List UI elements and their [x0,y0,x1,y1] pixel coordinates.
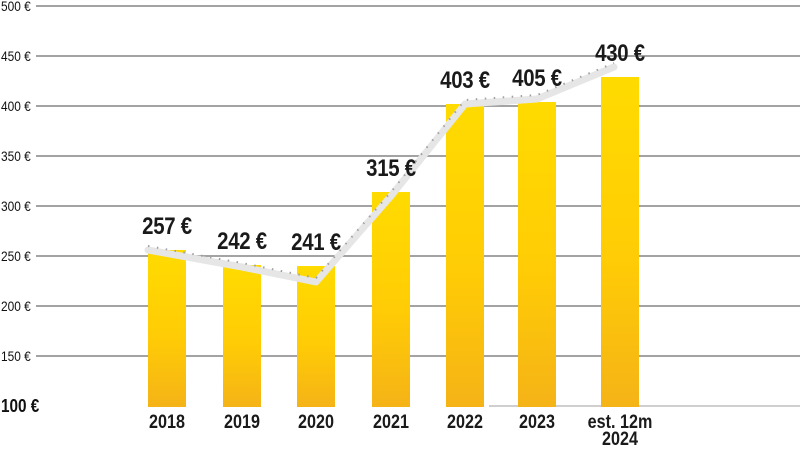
value-label-2020: 241 € [291,229,341,256]
y-axis-label-500: 500 € [1,0,31,14]
x-axis-label-est-12m-2024: est. 12m 2024 [587,412,653,450]
value-label-2018: 257 € [142,213,192,240]
y-axis-label-100: 100 € [1,396,40,416]
bar-2021 [372,192,410,407]
value-label-est-12m-2024: 430 € [595,40,645,67]
trend-line [144,63,618,286]
x-axis-label-2020: 2020 [298,412,334,433]
x-axis-label-2019: 2019 [224,412,260,433]
bar-2019 [223,265,261,407]
y-axis-label-150: 150 € [1,348,31,364]
bar-2020 [297,266,335,407]
x-axis-label-2023: 2023 [519,412,555,433]
y-axis-label-350: 350 € [1,148,31,164]
y-axis-label-200: 200 € [1,298,31,314]
x-axis-label-2021: 2021 [373,412,409,433]
bar-est-12m-2024 [601,77,639,407]
x-axis-label-2018: 2018 [149,412,185,433]
value-label-2022: 403 € [440,67,490,94]
bar-2022 [446,104,484,407]
bar-2018 [148,250,186,407]
y-axis-label-450: 450 € [1,48,31,64]
bar-2023 [518,102,556,407]
value-label-2023: 405 € [512,65,562,92]
y-axis-label-300: 300 € [1,198,31,214]
x-axis-label-2022: 2022 [447,412,483,433]
value-label-2019: 242 € [217,228,267,255]
y-axis-label-250: 250 € [1,248,31,264]
value-label-2021: 315 € [366,155,416,182]
y-axis-label-400: 400 € [1,98,31,114]
